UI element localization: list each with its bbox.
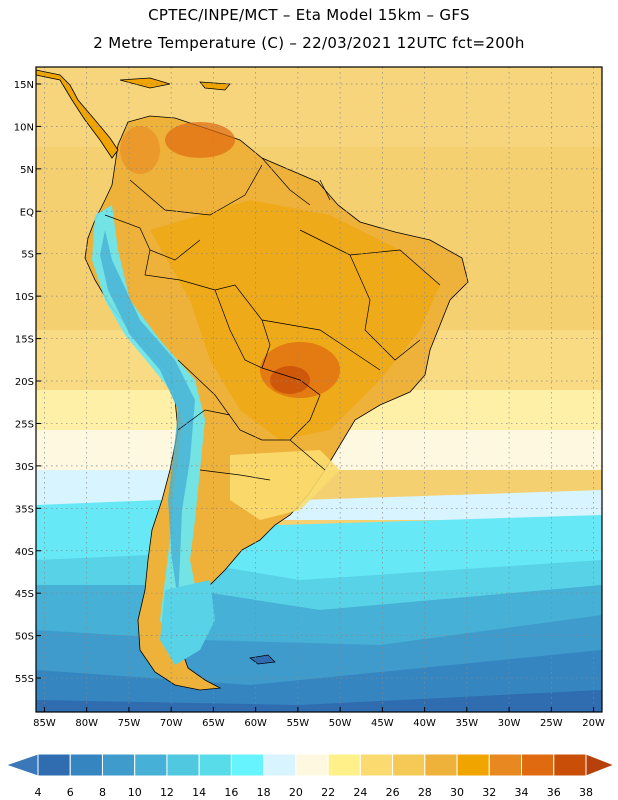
chart-title: CPTEC/INPE/MCT – Eta Model 15km – GFS (148, 6, 470, 24)
colorbar-label: 38 (579, 786, 593, 799)
lat-tick-label: 10N (14, 122, 34, 133)
colorbar-swatch (295, 753, 329, 777)
colorbar-label: 24 (353, 786, 367, 799)
lon-tick-label: 20W (582, 718, 605, 729)
colorbar-swatch (553, 753, 587, 777)
colorbar-label: 8 (99, 786, 106, 799)
colorbar-label: 28 (418, 786, 432, 799)
colorbar-label: 26 (386, 786, 400, 799)
colorbar-label: 18 (257, 786, 271, 799)
colorbar-swatch (424, 753, 458, 777)
colorbar-swatch (101, 753, 136, 777)
colorbar-swatch (521, 753, 555, 777)
colorbar-label: 6 (67, 786, 74, 799)
lat-tick-label: 35S (15, 504, 34, 515)
colorbar-label: 16 (224, 786, 238, 799)
colorbar-swatch (359, 753, 394, 777)
lon-tick-label: 65W (202, 718, 225, 729)
lat-tick-label: 40S (15, 547, 34, 558)
lat-tick-label: 5S (21, 250, 34, 261)
lon-tick-label: 40W (413, 718, 436, 729)
lat-tick-label: 10S (15, 292, 34, 303)
colorbar-label: 14 (192, 786, 206, 799)
lat-tick-label: 5N (20, 165, 34, 176)
colorbar-label: 30 (450, 786, 464, 799)
lat-tick-label: 25S (15, 419, 34, 430)
map-field (36, 67, 602, 712)
colorbar-swatch (488, 753, 523, 777)
colorbar-swatch (37, 753, 71, 777)
colorbar-label: 20 (289, 786, 303, 799)
lon-tick-label: 80W (75, 718, 98, 729)
lon-tick-label: 55W (287, 718, 310, 729)
lon-tick-label: 35W (456, 718, 479, 729)
central-america-land (36, 69, 119, 159)
lon-tick-label: 75W (118, 718, 141, 729)
lat-tick-label: 20S (15, 377, 34, 388)
lon-tick-label: 70W (160, 718, 183, 729)
longitude-axis: 85W 80W 75W 70W 65W 60W 55W 50W 45W 40W 35W 30W 25W 2… (33, 707, 605, 729)
latitude-axis: 15N 10N 5N EQ 5S 10S 15S 20S 25S 30S 35S 40S 45S 50S 5… (14, 80, 41, 685)
colorbar-swatch (327, 753, 361, 777)
country-borders (104, 157, 441, 481)
chart-subtitle: 2 Metre Temperature (C) – 22/03/2021 12U… (93, 34, 525, 52)
lat-tick-label: 55S (15, 674, 34, 685)
lat-tick-label: 45S (15, 589, 34, 600)
lat-tick-label: 30S (15, 462, 34, 473)
lat-tick-label: 15S (15, 335, 34, 346)
colorbar-swatch (69, 753, 103, 777)
lon-tick-label: 45W (371, 718, 394, 729)
colorbar-low-arrow (4, 753, 39, 777)
lon-tick-label: 60W (244, 718, 267, 729)
colorbar-swatch (166, 753, 200, 777)
colorbar-swatch (263, 753, 297, 777)
colorbar-swatch (134, 753, 168, 777)
colorbar-label: 32 (482, 786, 496, 799)
colorbar-swatch (392, 753, 426, 777)
colorbar-swatch (198, 753, 232, 777)
colorbar-label: 34 (515, 786, 529, 799)
colorbar-label: 36 (547, 786, 561, 799)
lon-tick-label: 50W (329, 718, 352, 729)
color-legend: 4 6 8 10 12 14 16 18 20 22 24 26 28 30 32 34 36 38 (4, 753, 616, 799)
lat-tick-label: 15N (14, 80, 34, 91)
map-frame (35, 66, 603, 713)
colorbar-high-arrow (585, 753, 616, 777)
lon-tick-label: 30W (498, 718, 521, 729)
colorbar-swatch (456, 753, 490, 777)
lon-tick-label: 25W (540, 718, 563, 729)
lat-tick-label: 50S (15, 632, 34, 643)
colorbar-label: 22 (321, 786, 335, 799)
colorbar-label: 4 (35, 786, 42, 799)
colorbar-swatch (230, 753, 265, 777)
lat-tick-label: EQ (20, 207, 34, 218)
lon-tick-label: 85W (33, 718, 56, 729)
colorbar-label: 12 (160, 786, 174, 799)
colorbar-label: 10 (128, 786, 142, 799)
